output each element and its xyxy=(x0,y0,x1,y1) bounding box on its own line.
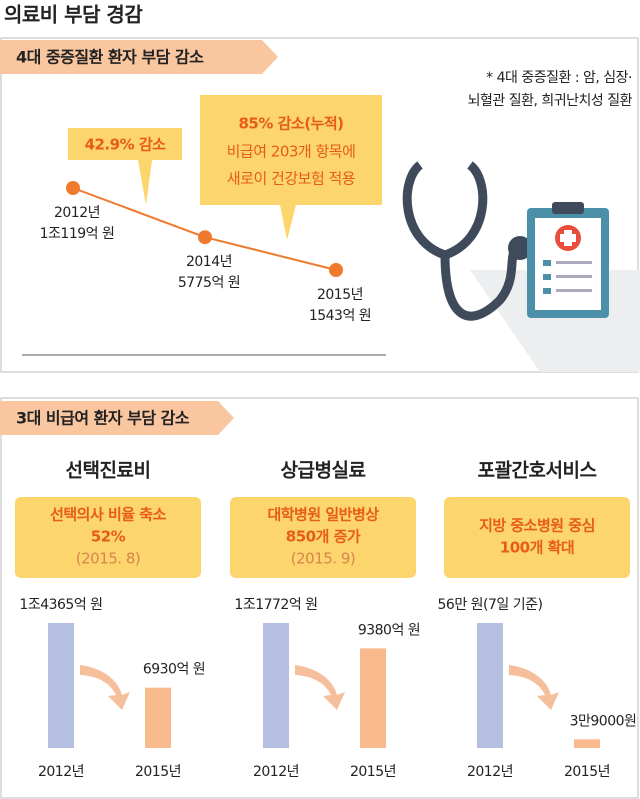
value-label: 6930억 원 xyxy=(143,662,205,678)
icon xyxy=(556,261,592,264)
icon xyxy=(556,275,592,278)
annotation: 대학병원 일반병상 xyxy=(267,506,379,524)
callout-text: 새로이 건강보험 적용 xyxy=(227,170,355,188)
annotation-box xyxy=(444,497,630,578)
icon xyxy=(543,260,551,266)
chart-title: 선택진료비 xyxy=(66,460,151,482)
value-label: 3만9000원 xyxy=(570,713,637,729)
annotation: (2015. 8) xyxy=(76,550,140,568)
icon xyxy=(543,274,551,280)
chart-title: 상급병실료 xyxy=(281,460,366,482)
point xyxy=(329,263,343,277)
value-label: 1조1772억 원 xyxy=(234,597,317,613)
value-label: 9380억 원 xyxy=(358,622,420,638)
page-title: 의료비 부담 경감 xyxy=(4,3,143,27)
value-label: 5775억 원 xyxy=(178,275,240,291)
tube xyxy=(440,243,522,321)
value-label: 1543억 원 xyxy=(309,308,371,324)
section-title: 4대 중증질환 환자 부담 감소 xyxy=(16,48,204,67)
point xyxy=(198,230,212,245)
x-label: 2012년 xyxy=(54,205,100,221)
bar xyxy=(263,623,289,748)
value-label: 1조119억 원 xyxy=(40,226,115,242)
callout-text: 비급여 203개 항목에 xyxy=(227,143,356,161)
annotation: 52% xyxy=(91,528,126,546)
note: 뇌혈관 질환, 희귀난치성 질환 xyxy=(468,93,633,109)
x-label: 2014년 xyxy=(186,254,232,270)
point xyxy=(66,181,80,195)
icon xyxy=(556,289,592,292)
x-label: 2015년 xyxy=(350,764,396,780)
x-label: 2015년 xyxy=(317,287,363,303)
x-label: 2012년 xyxy=(253,764,299,780)
illustration xyxy=(402,161,640,372)
x-label: 2012년 xyxy=(467,764,513,780)
x-label: 2015년 xyxy=(564,764,610,780)
callout-text: 85% 감소(누적) xyxy=(238,115,343,133)
annotation: (2015. 9) xyxy=(291,550,355,568)
x-label: 2012년 xyxy=(38,764,84,780)
arrow xyxy=(509,665,559,710)
bar xyxy=(574,739,600,748)
section-band xyxy=(0,40,278,74)
icon xyxy=(543,288,551,294)
arrow xyxy=(80,665,130,710)
chart-title: 포괄간호서비스 xyxy=(478,460,597,482)
bar xyxy=(360,648,386,748)
callout-text: 42.9% 감소 xyxy=(85,136,167,154)
annotation-box xyxy=(15,497,201,578)
bar xyxy=(477,623,503,748)
clip xyxy=(552,202,584,214)
x-label: 2015년 xyxy=(135,764,181,780)
section-title: 3대 비급여 환자 부담 감소 xyxy=(16,409,190,428)
annotation: 지방 중소병원 중심 xyxy=(479,517,595,535)
chestpiece xyxy=(508,236,532,260)
value-label: 56만 원(7일 기준) xyxy=(438,597,543,613)
cross xyxy=(560,234,576,242)
annotation: 850개 증가 xyxy=(286,528,361,546)
note: * 4대 중증질환 : 암, 심장· xyxy=(486,70,632,86)
bar xyxy=(48,623,74,748)
section-box xyxy=(0,397,639,799)
arrow xyxy=(295,665,345,710)
bar xyxy=(145,687,171,748)
value-label: 1조4365억 원 xyxy=(19,597,102,613)
callout xyxy=(200,95,382,240)
annotation: 100개 확대 xyxy=(500,539,574,557)
annotation-box xyxy=(230,497,416,578)
callout xyxy=(68,128,182,205)
annotation: 선택의사 비율 축소 xyxy=(50,506,167,524)
section-band xyxy=(0,401,234,435)
